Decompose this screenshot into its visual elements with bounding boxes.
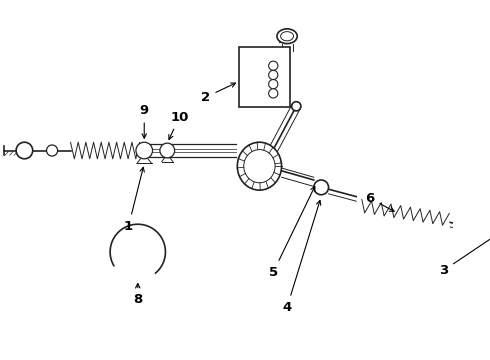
Circle shape (473, 224, 490, 241)
Text: 4: 4 (282, 201, 321, 314)
Circle shape (136, 142, 152, 159)
Text: 1: 1 (124, 167, 145, 233)
Text: 2: 2 (201, 83, 236, 104)
Ellipse shape (281, 32, 294, 41)
Text: 3: 3 (439, 235, 490, 277)
Circle shape (269, 61, 278, 70)
Text: 8: 8 (133, 284, 143, 306)
Text: 6: 6 (366, 192, 394, 211)
Circle shape (16, 142, 33, 159)
Circle shape (269, 89, 278, 98)
Circle shape (269, 70, 278, 80)
Text: 7: 7 (276, 30, 287, 46)
Ellipse shape (277, 29, 297, 44)
Circle shape (269, 80, 278, 89)
Circle shape (314, 180, 329, 195)
Text: 9: 9 (140, 104, 149, 138)
Text: 10: 10 (169, 111, 189, 139)
Text: 5: 5 (269, 186, 315, 279)
Circle shape (292, 102, 301, 111)
Circle shape (47, 145, 58, 156)
Ellipse shape (244, 150, 275, 183)
Bar (239, 47, 290, 107)
Circle shape (160, 143, 174, 158)
Ellipse shape (237, 142, 282, 190)
